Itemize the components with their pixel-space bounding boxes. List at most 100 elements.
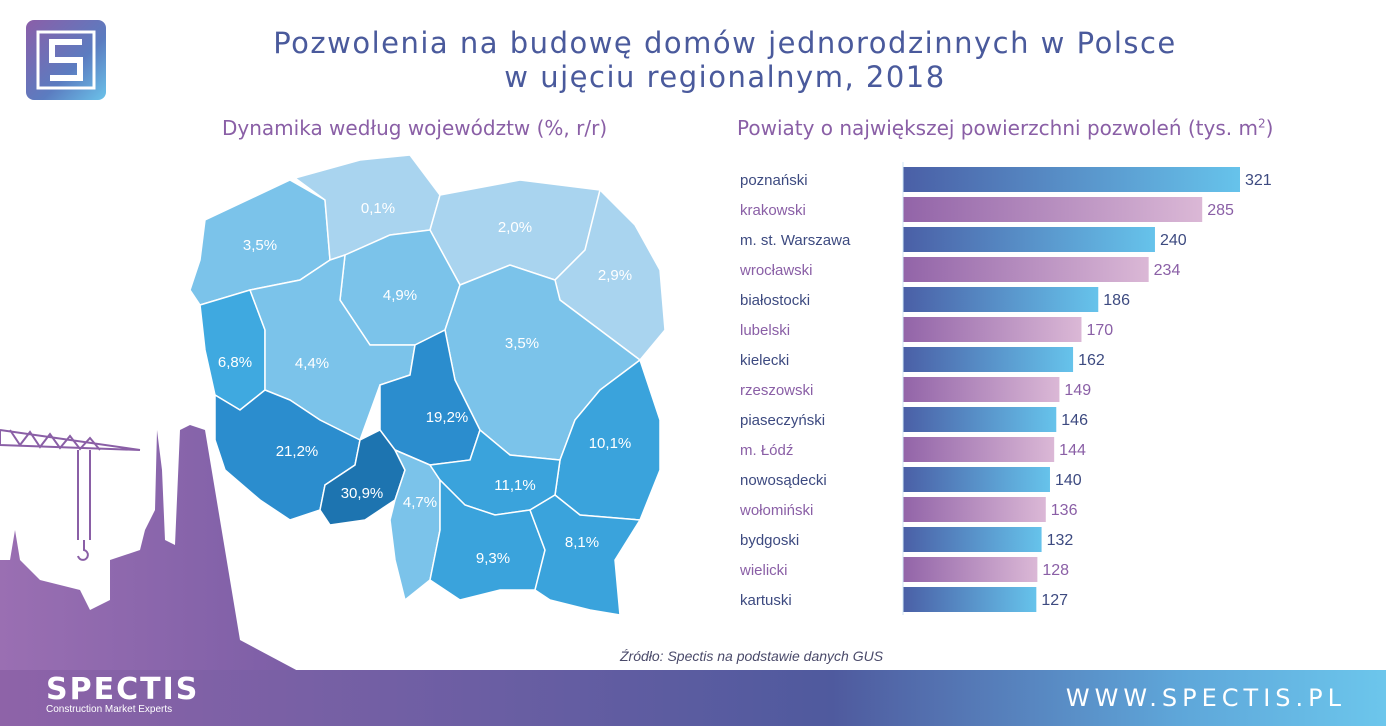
region-shape xyxy=(319,429,406,526)
region-shape xyxy=(529,494,642,616)
bar-row: wielicki 128 xyxy=(739,557,1069,582)
bar-row: m. Łódź 144 xyxy=(740,437,1086,462)
bar xyxy=(903,407,1057,432)
bar-title-end: ) xyxy=(1265,116,1274,140)
bar-row: wołomiński 136 xyxy=(739,497,1078,522)
bar-category-label: nowosądecki xyxy=(740,472,827,489)
bar-category-label: krakowski xyxy=(740,202,806,219)
map-title: Dynamika według województw (%, r/r) xyxy=(222,116,608,140)
bar-value-label: 140 xyxy=(1055,472,1082,489)
region-label: 2,0% xyxy=(498,219,532,236)
region-label: 3,5% xyxy=(505,335,539,352)
bar-category-label: białostocki xyxy=(740,292,810,309)
bar xyxy=(903,347,1074,372)
region-label: 8,1% xyxy=(565,534,599,551)
region-label: 19,2% xyxy=(426,409,469,426)
bar xyxy=(903,227,1155,252)
bar-row: kielecki 162 xyxy=(740,347,1105,372)
region-podkarpackie: 8,1% xyxy=(529,494,642,616)
bar-category-label: rzeszowski xyxy=(740,382,813,399)
brand-tagline: Construction Market Experts xyxy=(46,704,173,715)
bar xyxy=(903,557,1038,582)
bar xyxy=(903,257,1149,282)
bar-category-label: lubelski xyxy=(740,322,790,339)
bar-row: kartuski 127 xyxy=(740,587,1068,612)
bar-row: m. st. Warszawa 240 xyxy=(740,227,1187,252)
bar-value-label: 146 xyxy=(1061,412,1088,429)
bar-category-label: m. Łódź xyxy=(740,442,793,459)
bar-category-label: wołomiński xyxy=(739,502,813,519)
bar-chart-title: Powiaty o największej powierzchni pozwol… xyxy=(737,116,1273,140)
logo-s-icon xyxy=(36,30,96,90)
region-label: 21,2% xyxy=(276,443,319,460)
spectis-logo xyxy=(26,20,106,100)
region-zachodniopomorskie: 3,5% xyxy=(189,179,331,306)
title-line-1: Pozwolenia na budowę domów jednorodzinny… xyxy=(273,26,1177,60)
bar-title-sup: 2 xyxy=(1257,116,1266,131)
bar-category-label: bydgoski xyxy=(740,532,799,549)
bar xyxy=(903,497,1046,522)
bar-row: poznański 321 xyxy=(740,167,1272,192)
bar xyxy=(903,197,1203,222)
bar-row: lubelski 170 xyxy=(740,317,1113,342)
footer-band xyxy=(0,670,1386,726)
bar-category-label: m. st. Warszawa xyxy=(740,232,851,249)
region-label: 6,8% xyxy=(218,354,252,371)
source-note: Źródło: Spectis na podstawie danych GUS xyxy=(620,648,884,664)
bar-value-label: 144 xyxy=(1059,442,1086,459)
bar xyxy=(903,167,1240,192)
region-label: 2,9% xyxy=(598,267,632,284)
bar-value-label: 162 xyxy=(1078,352,1105,369)
region-shape xyxy=(199,289,266,411)
bar-value-label: 285 xyxy=(1207,202,1234,219)
bar-category-label: kielecki xyxy=(740,352,789,369)
region-label: 4,9% xyxy=(383,287,417,304)
poland-map: 3,5% 0,1% 2,0% 2,9% 4,9% 6,8% 4,4% 3,5% 19,2% 10,… xyxy=(189,154,666,616)
bar-value-label: 128 xyxy=(1042,562,1069,579)
bar-value-label: 127 xyxy=(1041,592,1068,609)
bar-value-label: 321 xyxy=(1245,172,1272,189)
bar-value-label: 170 xyxy=(1086,322,1113,339)
bar xyxy=(903,317,1082,342)
region-label: 10,1% xyxy=(589,435,632,452)
region-label: 4,4% xyxy=(295,355,329,372)
bar-category-label: piaseczyński xyxy=(740,412,825,429)
bar xyxy=(903,527,1042,552)
region-label: 0,1% xyxy=(361,200,395,217)
region-label: 4,7% xyxy=(403,494,437,511)
bar-row: piaseczyński 146 xyxy=(740,407,1088,432)
bar-category-label: wrocławski xyxy=(739,262,813,279)
bar-value-label: 234 xyxy=(1154,262,1181,279)
bar-value-label: 240 xyxy=(1160,232,1187,249)
region-śląskie: 4,7% xyxy=(389,448,441,602)
bar xyxy=(903,437,1055,462)
bar-category-label: kartuski xyxy=(740,592,792,609)
bar-row: nowosądecki 140 xyxy=(740,467,1082,492)
region-opolskie: 30,9% xyxy=(319,429,406,526)
region-label: 3,5% xyxy=(243,237,277,254)
page-title: Pozwolenia na budowę domów jednorodzinny… xyxy=(200,26,1250,94)
bar-category-label: poznański xyxy=(740,172,808,189)
bar-row: rzeszowski 149 xyxy=(740,377,1091,402)
region-lubuskie: 6,8% xyxy=(199,289,266,411)
region-label: 11,1% xyxy=(494,477,535,494)
bar-value-label: 149 xyxy=(1064,382,1091,399)
region-label: 9,3% xyxy=(476,550,510,567)
skyline-illustration xyxy=(0,425,300,672)
bar-title-text: Powiaty o największej powierzchni pozwol… xyxy=(737,116,1258,140)
website-link[interactable]: WWW.SPECTIS.PL xyxy=(1065,684,1346,712)
region-wielkopolskie: 4,4% xyxy=(248,253,416,442)
region-label: 30,9% xyxy=(341,485,384,502)
bar-value-label: 186 xyxy=(1103,292,1130,309)
bar-row: bydgoski 132 xyxy=(740,527,1073,552)
bar-category-label: wielicki xyxy=(739,562,788,579)
title-line-2: w ujęciu regionalnym, 2018 xyxy=(504,60,946,94)
bar-value-label: 136 xyxy=(1051,502,1078,519)
brand-name: SPECTIS xyxy=(46,672,200,707)
region-lubelskie: 10,1% xyxy=(554,358,661,521)
bar-row: białostocki 186 xyxy=(740,287,1130,312)
crane-icon xyxy=(0,429,141,561)
bar xyxy=(903,377,1060,402)
bar-row: wrocławski 234 xyxy=(739,257,1180,282)
bar-chart: poznański 321 krakowski 285 m. st. Warszawa 2… xyxy=(739,162,1272,615)
